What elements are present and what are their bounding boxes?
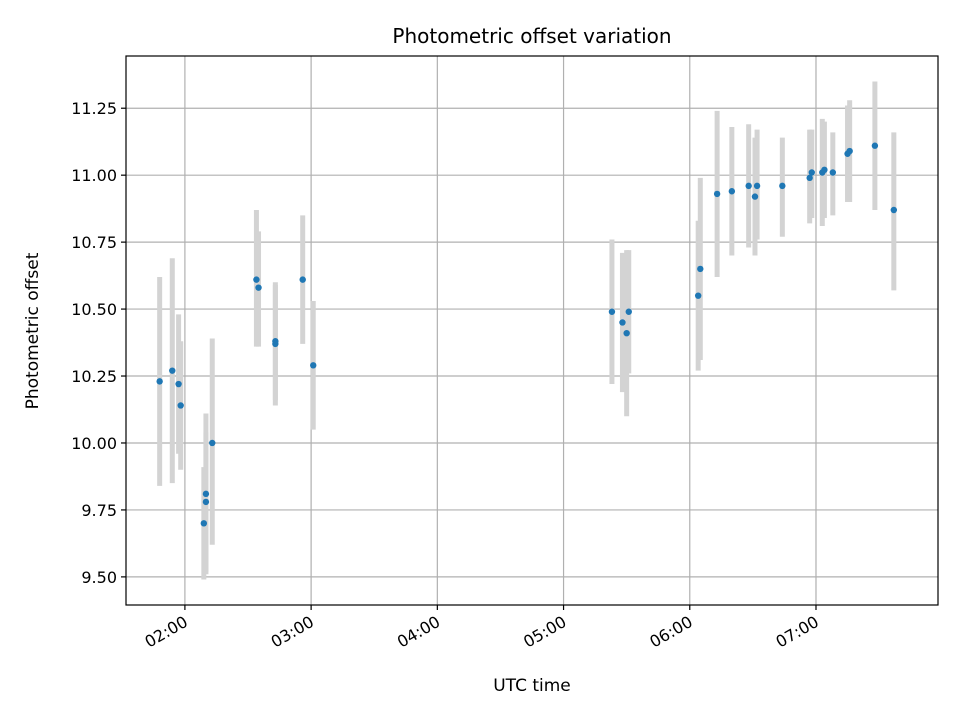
data-points: [156, 142, 898, 527]
data-point: [177, 402, 184, 409]
y-tick-label: 10.25: [71, 367, 117, 386]
data-point: [697, 265, 704, 273]
data-point: [753, 182, 761, 190]
data-point: [255, 284, 262, 291]
data-point: [713, 190, 721, 198]
data-point: [745, 182, 752, 190]
y-tick-label: 11.00: [71, 166, 117, 185]
y-tick-label: 10.00: [71, 434, 117, 453]
y-tick-label: 10.75: [71, 233, 117, 252]
data-point: [829, 169, 837, 176]
y-tick-label: 9.50: [81, 568, 117, 587]
y-tick-label: 10.50: [71, 300, 117, 319]
x-axis-label: UTC time: [493, 676, 571, 696]
data-point: [846, 147, 853, 155]
data-point: [728, 188, 736, 195]
y-tick-label: 9.75: [81, 501, 117, 520]
data-point: [623, 329, 630, 337]
plot-frame: [125, 55, 939, 606]
data-point: [175, 380, 182, 388]
data-point: [169, 367, 176, 374]
data-point: [751, 193, 759, 200]
data-point: [310, 362, 317, 369]
data-point: [694, 292, 702, 299]
y-axis: 9.50 9.75 10.00 10.25 10.50 10.75 11.00 11.25: [71, 99, 126, 587]
data-point: [871, 142, 879, 149]
data-point: [890, 206, 898, 214]
y-tick-label: 11.25: [71, 99, 117, 118]
data-point: [806, 174, 813, 182]
data-point: [209, 439, 216, 447]
data-point: [608, 308, 616, 315]
data-point: [619, 319, 626, 326]
data-point: [200, 520, 208, 527]
chart-title: Photometric offset variation: [392, 24, 671, 48]
data-point: [253, 276, 260, 283]
data-point: [808, 169, 815, 176]
data-point: [202, 498, 210, 506]
data-point: [272, 338, 279, 345]
data-point: [156, 378, 163, 385]
data-point: [202, 490, 210, 498]
data-point: [625, 308, 632, 315]
data-point: [299, 276, 306, 283]
data-point: [779, 182, 786, 190]
y-axis-label: Photometric offset: [23, 252, 43, 409]
grid-lines: [126, 56, 938, 605]
data-point: [821, 166, 828, 174]
